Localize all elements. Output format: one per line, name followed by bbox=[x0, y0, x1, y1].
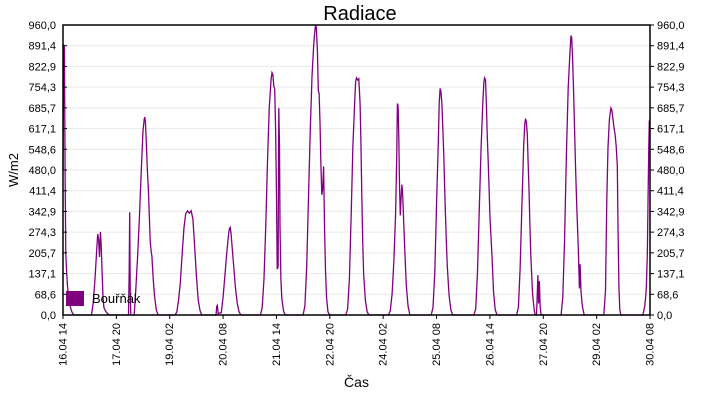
y-tick-label: 0,0 bbox=[41, 310, 56, 322]
y-tick-label: 754,3 bbox=[28, 82, 56, 94]
y-tick-label: 685,7 bbox=[28, 103, 56, 115]
y-tick-label: 205,7 bbox=[28, 248, 56, 260]
y-tick-label-right: 685,7 bbox=[657, 103, 685, 115]
x-tick-label: 19.04 02 bbox=[164, 323, 176, 366]
legend-label: Bouřňák bbox=[92, 291, 141, 306]
y-tick-label: 411,4 bbox=[29, 186, 56, 198]
x-tick-label: 26.04 14 bbox=[484, 323, 496, 366]
x-axis-title: Čas bbox=[344, 374, 369, 390]
legend-marker bbox=[66, 291, 84, 306]
y-tick-label: 822,9 bbox=[28, 61, 56, 73]
x-tick-label: 16.04 14 bbox=[58, 323, 70, 366]
y-tick-label-right: 891,4 bbox=[657, 41, 685, 53]
y-tick-label-right: 0,0 bbox=[657, 310, 672, 322]
x-tick-label: 21.04 14 bbox=[271, 323, 283, 366]
y-tick-label-right: 411,4 bbox=[657, 186, 684, 198]
x-tick-label: 17.04 20 bbox=[111, 323, 123, 366]
y-tick-label-right: 548,6 bbox=[657, 144, 685, 156]
x-tick-label: 29.04 02 bbox=[591, 323, 603, 366]
legend: Bouřňák bbox=[66, 291, 140, 306]
y-tick-label-right: 822,9 bbox=[657, 61, 685, 73]
y-tick-label-right: 480,0 bbox=[657, 165, 685, 177]
y-tick-label-right: 960,0 bbox=[657, 20, 685, 32]
y-tick-label: 137,1 bbox=[28, 269, 56, 281]
y-tick-label-right: 617,1 bbox=[657, 124, 685, 136]
x-tick-label: 24.04 02 bbox=[378, 323, 390, 366]
y-tick-label-right: 342,9 bbox=[657, 206, 685, 218]
y-tick-label: 617,1 bbox=[28, 124, 56, 136]
x-tick-label: 22.04 20 bbox=[324, 323, 336, 366]
y-tick-label-right: 754,3 bbox=[657, 82, 685, 94]
y-tick-label: 274,3 bbox=[28, 227, 56, 239]
x-tick-label: 20.04 08 bbox=[218, 323, 230, 366]
y-tick-label-right: 68,6 bbox=[657, 289, 678, 301]
y-tick-label: 960,0 bbox=[28, 20, 56, 32]
y-tick-label: 342,9 bbox=[28, 206, 56, 218]
y-tick-label-right: 205,7 bbox=[657, 248, 685, 260]
y-tick-label: 68,6 bbox=[35, 289, 56, 301]
x-tick-label: 25.04 08 bbox=[431, 323, 443, 366]
y-tick-label: 548,6 bbox=[28, 144, 56, 156]
chart-title: Radiace bbox=[323, 3, 397, 25]
y-tick-label: 480,0 bbox=[28, 165, 56, 177]
y-tick-label-right: 137,1 bbox=[657, 269, 685, 281]
y-tick-label-right: 274,3 bbox=[657, 227, 685, 239]
y-tick-label: 891,4 bbox=[28, 41, 56, 53]
x-tick-label: 30.04 08 bbox=[645, 323, 657, 366]
x-tick-label: 27.04 20 bbox=[538, 323, 550, 366]
